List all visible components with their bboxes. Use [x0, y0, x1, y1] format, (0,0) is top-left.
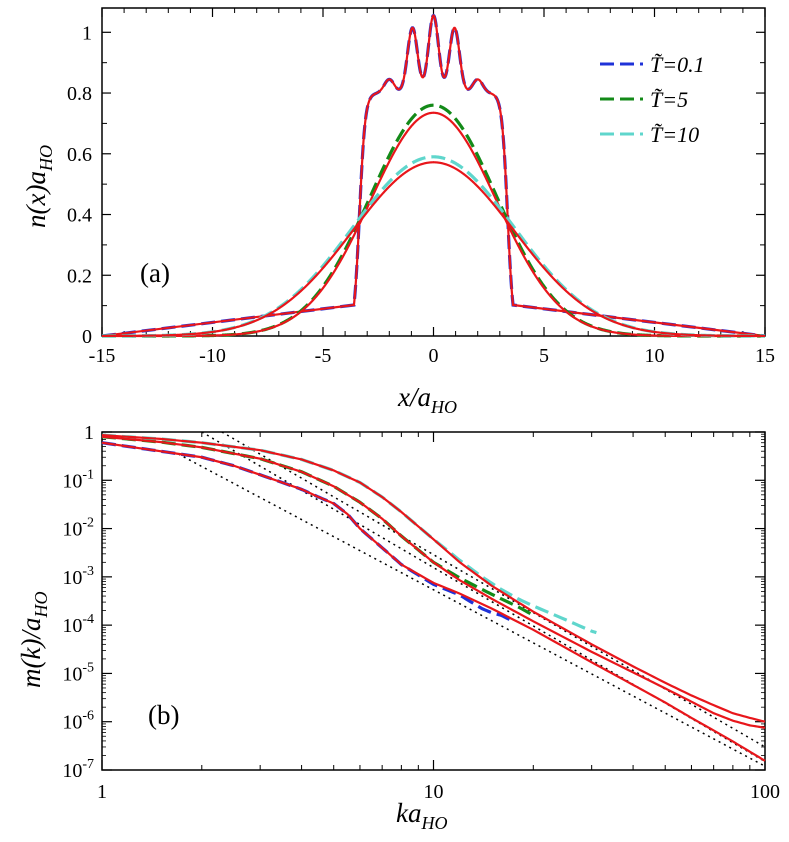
panel-a-ylabel: n(x)aHO [21, 145, 56, 228]
b-ytick-mantissa: 10 [62, 712, 82, 734]
panel-a-xlabel-main: x/a [397, 382, 431, 412]
panel-a-ylabel-main: n(x)a [21, 171, 51, 228]
a-xtick-label: -15 [89, 345, 116, 367]
b-series-line-4 [101, 433, 597, 635]
b-ytick-label: 1 [84, 422, 94, 444]
b-ytick-label: 10-4 [62, 612, 94, 637]
a-xtick-label: -5 [315, 345, 332, 367]
panel-a-label: (a) [140, 258, 170, 288]
panel-b-xlabel: kaHO [396, 798, 447, 833]
b-series-line-1 [101, 441, 766, 762]
panel-a-series [101, 13, 766, 338]
b-series-line-2 [101, 435, 535, 617]
b-ytick-exponent: -3 [82, 564, 94, 579]
b-series-line-7 [221, 431, 766, 748]
a-series-line-1 [101, 14, 766, 338]
b-series-line-3 [101, 435, 766, 729]
panel-a-xlabel-sub: HO [430, 397, 457, 417]
a-xtick-label: -10 [199, 345, 226, 367]
b-ytick-exponent: -7 [82, 757, 94, 772]
panel-b-series [101, 431, 766, 767]
b-ytick-mantissa: 10 [62, 519, 82, 541]
panel-b-xlabel-main: ka [396, 798, 421, 828]
panel-a-ylabel-sub: HO [36, 145, 56, 172]
b-ytick-label: 10-1 [62, 467, 94, 492]
panel-a-ticks: -15 -10 -5 0 5 10 15 0 0.2 0.4 0.6 0.8 1 [67, 8, 775, 367]
b-ytick-exponent: -4 [82, 612, 94, 627]
panel-b-xlabel-sub: HO [420, 813, 447, 833]
a-ytick-label: 1 [82, 22, 92, 44]
legend: T̃=0.1 T̃=5 T̃=10 [600, 52, 705, 147]
panel-b-ylabel-sub: HO [31, 592, 51, 619]
panel-b-label: (b) [148, 700, 179, 730]
legend-label-t5: T̃=5 [650, 87, 688, 112]
a-ytick-label: 0 [82, 326, 92, 348]
a-xtick-label: 10 [645, 345, 665, 367]
b-xtick-label: 100 [750, 781, 780, 803]
b-ytick-label: 10-6 [62, 709, 94, 734]
b-xtick-label: 1 [97, 781, 107, 803]
a-series-line-5 [102, 161, 765, 338]
b-ytick-exponent: -2 [82, 516, 94, 531]
b-series-line-8 [178, 453, 766, 767]
b-series-line-0 [101, 441, 515, 623]
b-ytick-label: 10-5 [62, 660, 94, 685]
b-xtick-label: 10 [424, 781, 444, 803]
a-ytick-label: 0.6 [67, 144, 92, 166]
panel-b-frame [101, 431, 766, 771]
legend-label-t10: T̃=10 [650, 122, 699, 147]
b-ytick-label: 10-7 [62, 757, 94, 782]
a-xtick-label: 5 [539, 345, 549, 367]
panel-a-xlabel: x/aHO [397, 382, 457, 417]
b-ytick-mantissa: 10 [62, 567, 82, 589]
b-ytick-exponent: -6 [82, 709, 94, 724]
b-ytick-label: 10-2 [62, 516, 94, 541]
b-ytick-exponent: -1 [82, 467, 94, 482]
a-ytick-label: 0.8 [67, 83, 92, 105]
b-ytick-label: 10-3 [62, 564, 94, 589]
a-ytick-label: 0.4 [67, 205, 92, 227]
b-series-line-5 [101, 434, 766, 723]
b-ytick-mantissa: 10 [62, 760, 82, 782]
a-series-line-3 [102, 111, 765, 338]
panel-b-ylabel: m(k)/aHO [16, 592, 51, 688]
b-ytick-mantissa: 10 [62, 615, 82, 637]
a-xtick-label: 15 [755, 345, 775, 367]
a-series-line-4 [102, 155, 765, 338]
a-xtick-label: 0 [429, 345, 439, 367]
panel-a-density-plot: -15 -10 -5 0 5 10 15 0 0.2 0.4 0.6 0.8 1 (a) T̃=0.1 … [21, 7, 775, 417]
legend-label-t01: T̃=0.1 [650, 52, 705, 77]
a-ytick-label: 0.2 [67, 265, 92, 287]
b-ytick-mantissa: 10 [62, 470, 82, 492]
b-ytick-exponent: -5 [82, 660, 94, 675]
b-ytick-mantissa: 10 [62, 663, 82, 685]
panel-b-ylabel-main: m(k)/a [16, 618, 46, 688]
